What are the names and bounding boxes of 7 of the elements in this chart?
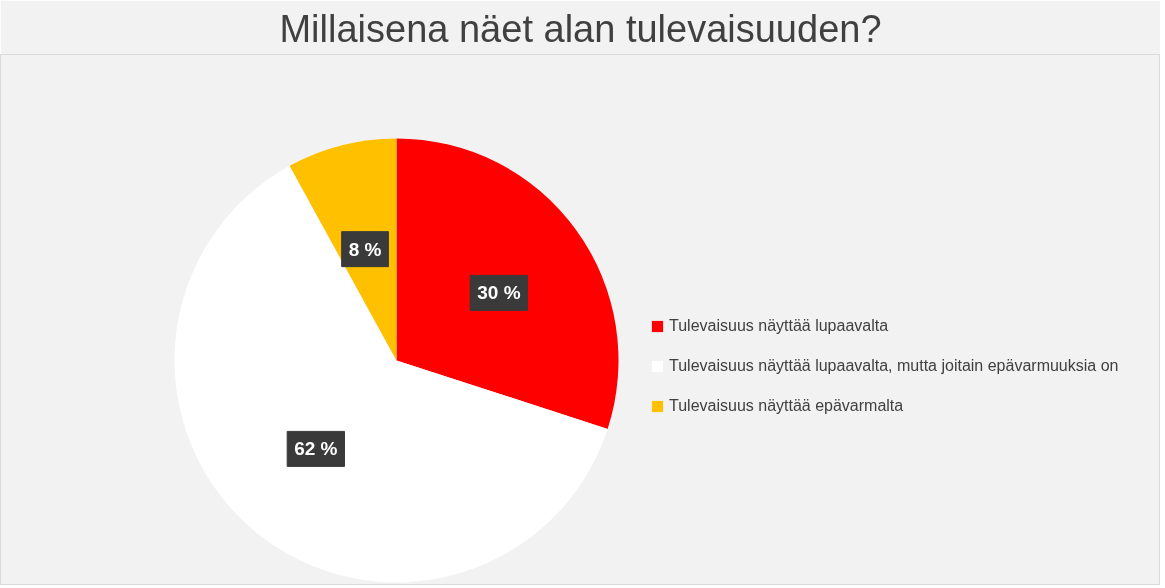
data-label: 30 %	[477, 282, 521, 304]
legend-label: Tulevaisuus näyttää lupaavalta, mutta joitain epävarmuuksia on	[669, 357, 1119, 375]
legend-label: Tulevaisuus näyttää lupaavalta	[669, 317, 889, 335]
legend-label: Tulevaisuus näyttää epävarmalta	[669, 397, 904, 415]
data-label: 8 %	[348, 238, 382, 260]
chart-title: Millaisena näet alan tulevaisuuden?	[279, 7, 882, 50]
data-label: 62 %	[294, 438, 338, 460]
